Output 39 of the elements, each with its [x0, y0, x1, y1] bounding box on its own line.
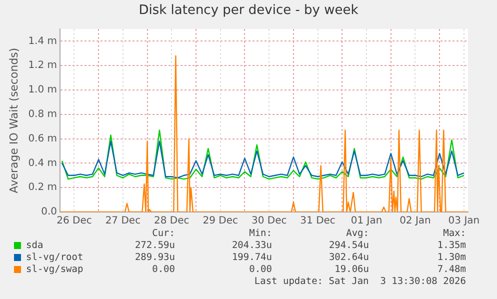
legend-label: sda	[26, 240, 44, 251]
text: Last update: Sat Jan 3 13:30:08 2026	[254, 276, 466, 287]
text: Avg:	[346, 228, 369, 239]
y-tick-label: 0.4 m	[28, 158, 58, 169]
y-tick-label: 0.8 m	[28, 108, 58, 120]
text: 19.06u	[334, 264, 369, 275]
text: 0.00	[152, 264, 175, 275]
legend-label: sl-vg/swap	[26, 264, 84, 275]
x-tick-label: 03 Jan	[448, 216, 480, 227]
text: 1.35m	[437, 240, 466, 251]
text: Min:	[249, 228, 272, 239]
y-tick-label: 0.6 m	[28, 133, 58, 144]
y-tick-label: 1.0 m	[28, 84, 58, 96]
text: 1.30m	[437, 252, 466, 263]
x-tick-label: 30 Dec	[251, 216, 287, 227]
x-tick-label: 29 Dec	[202, 216, 238, 227]
text: 294.54u	[328, 240, 369, 251]
text: 204.33u	[232, 240, 272, 251]
legend-label: sl-vg/root	[26, 252, 84, 263]
y-tick-label: 1.4 m	[28, 36, 58, 47]
x-tick-label: 01 Jan	[350, 216, 382, 227]
x-tick-label: 26 Dec	[56, 216, 92, 227]
text: 302.64u	[328, 252, 369, 263]
y-tick-label: 0.2 m	[28, 182, 58, 194]
x-tick-label: 28 Dec	[154, 216, 190, 227]
text: 7.48m	[437, 264, 466, 275]
y-axis-title: Average IO Wait (seconds)	[7, 48, 20, 194]
text: Cur:	[152, 228, 175, 239]
text: 199.74u	[232, 252, 272, 263]
text: Max:	[443, 228, 466, 239]
text: 272.59u	[134, 240, 175, 251]
x-tick-label: 27 Dec	[105, 216, 141, 227]
x-tick-label: 31 Dec	[300, 216, 336, 227]
y-tick-label: 1.2 m	[28, 60, 58, 72]
y-tick-label: 0.0	[41, 206, 58, 218]
text: 0.00	[249, 264, 272, 275]
text: 289.93u	[134, 252, 175, 263]
x-tick-label: 02 Jan	[400, 216, 431, 227]
chart-title: Disk latency per device - by week	[138, 3, 360, 18]
